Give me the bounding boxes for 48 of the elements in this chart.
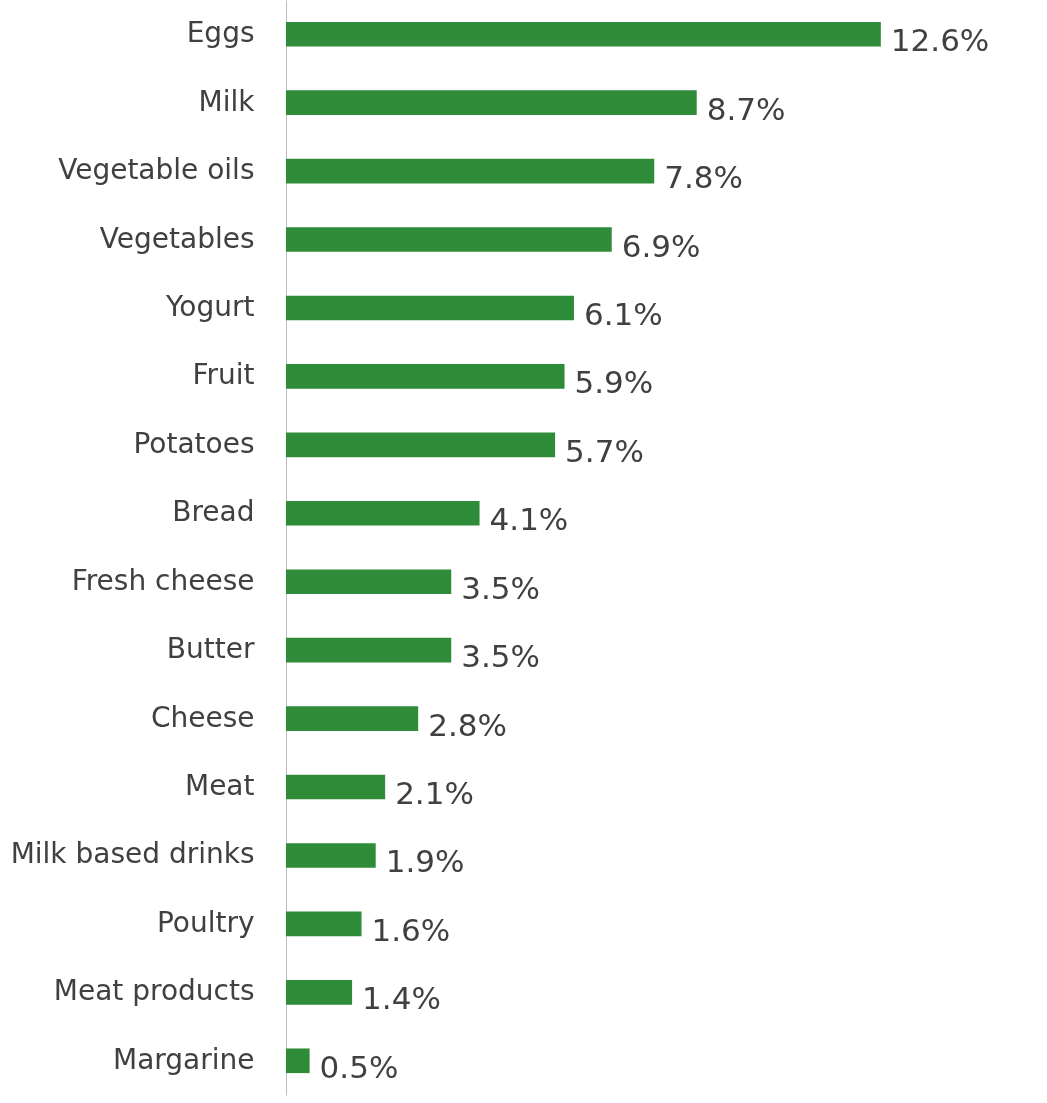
y-tick-label: Bread [172, 495, 255, 529]
y-tick-label: Margarine [112, 1042, 255, 1076]
bar [286, 500, 480, 526]
data-label: 1.6% [371, 911, 451, 948]
y-tick-label: Milk [198, 84, 256, 118]
y-tick-label: Fresh cheese [71, 563, 255, 597]
y-tick-label: Cheese [150, 700, 255, 734]
bar [286, 295, 574, 321]
data-label: 0.5% [319, 1048, 399, 1085]
y-tick-label: Milk based drinks [10, 837, 255, 871]
data-label: 1.4% [362, 980, 441, 1017]
y-tick-label: Fruit [192, 358, 255, 392]
data-label: 12.6% [890, 22, 990, 59]
data-label: 5.9% [574, 364, 654, 401]
data-label: 5.7% [565, 432, 644, 469]
data-label: 6.1% [583, 295, 663, 332]
y-tick-label: Eggs [186, 16, 255, 50]
data-label: 1.9% [385, 843, 465, 880]
y-tick-label: Meat [184, 769, 255, 803]
bar [286, 637, 452, 663]
y-tick-label: Vegetable oils [58, 153, 255, 187]
bar [286, 1048, 310, 1074]
y-tick-label: Poultry [156, 905, 255, 939]
bar [286, 911, 362, 937]
data-label: 4.1% [489, 501, 569, 538]
data-label: 8.7% [706, 90, 786, 127]
bar [286, 227, 612, 252]
bar [286, 21, 881, 47]
y-tick-label: Meat products [53, 974, 255, 1008]
bar [286, 569, 452, 595]
bar [286, 90, 697, 115]
data-label: 2.8% [428, 706, 507, 743]
data-label: 2.1% [395, 775, 474, 812]
y-tick-label: Butter [166, 632, 255, 666]
bar [286, 706, 419, 731]
data-label: 7.8% [664, 159, 743, 196]
data-label: 3.5% [461, 569, 540, 606]
bar [286, 364, 565, 389]
bar [286, 774, 386, 800]
y-tick-label: Yogurt [164, 289, 255, 323]
bar [286, 158, 655, 184]
bar [286, 980, 353, 1005]
bar [286, 843, 376, 868]
data-label: 6.9% [621, 227, 701, 264]
data-label: 3.5% [461, 638, 540, 675]
y-tick-label: Potatoes [133, 426, 255, 460]
y-tick-label: Vegetables [99, 221, 255, 255]
bar [286, 432, 556, 458]
